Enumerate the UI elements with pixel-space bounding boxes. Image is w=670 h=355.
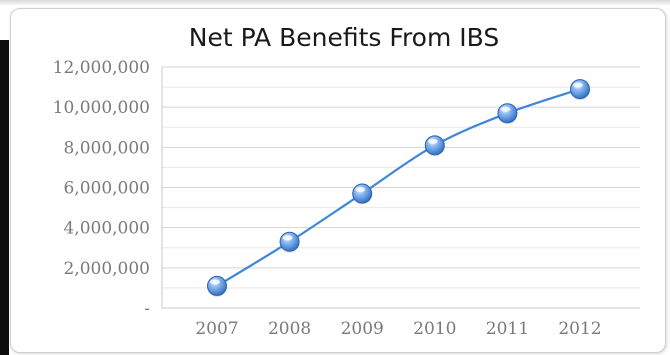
x-tick-label: 2011 [486,319,529,339]
x-tick-label: 2010 [413,319,456,339]
y-tick-label: 12,000,000 [53,58,150,78]
top-edge [0,0,670,6]
y-tick-label: - [144,299,150,319]
y-tick-label: 4,000,000 [63,219,150,239]
axes [161,67,640,309]
y-tick-labels: - 2,000,000 4,000,000 6,000,000 8,000,000 10,… [53,58,150,319]
data-point [497,103,518,125]
y-tick-label: 10,000,000 [53,98,150,118]
data-point [570,79,590,101]
grid-lines [162,66,640,289]
y-tick-label: 6,000,000 [63,179,150,199]
x-tick-labels: 2007 2008 2009 2010 2011 2012 [195,319,601,339]
data-point [279,231,300,253]
y-tick-label: 2,000,000 [63,259,150,279]
data-point [207,275,227,297]
x-tick-label: 2009 [341,319,384,339]
y-tick-label: 8,000,000 [63,138,150,158]
left-edge-bar [0,40,9,355]
data-point [352,183,373,205]
chart-title: Net PA Benefits From IBS [189,23,499,52]
data-series [207,79,590,297]
chart-panel [10,8,666,353]
data-point [424,135,445,157]
x-tick-label: 2008 [268,319,311,339]
x-tick-label: 2007 [195,319,238,339]
x-tick-label: 2012 [558,319,601,339]
